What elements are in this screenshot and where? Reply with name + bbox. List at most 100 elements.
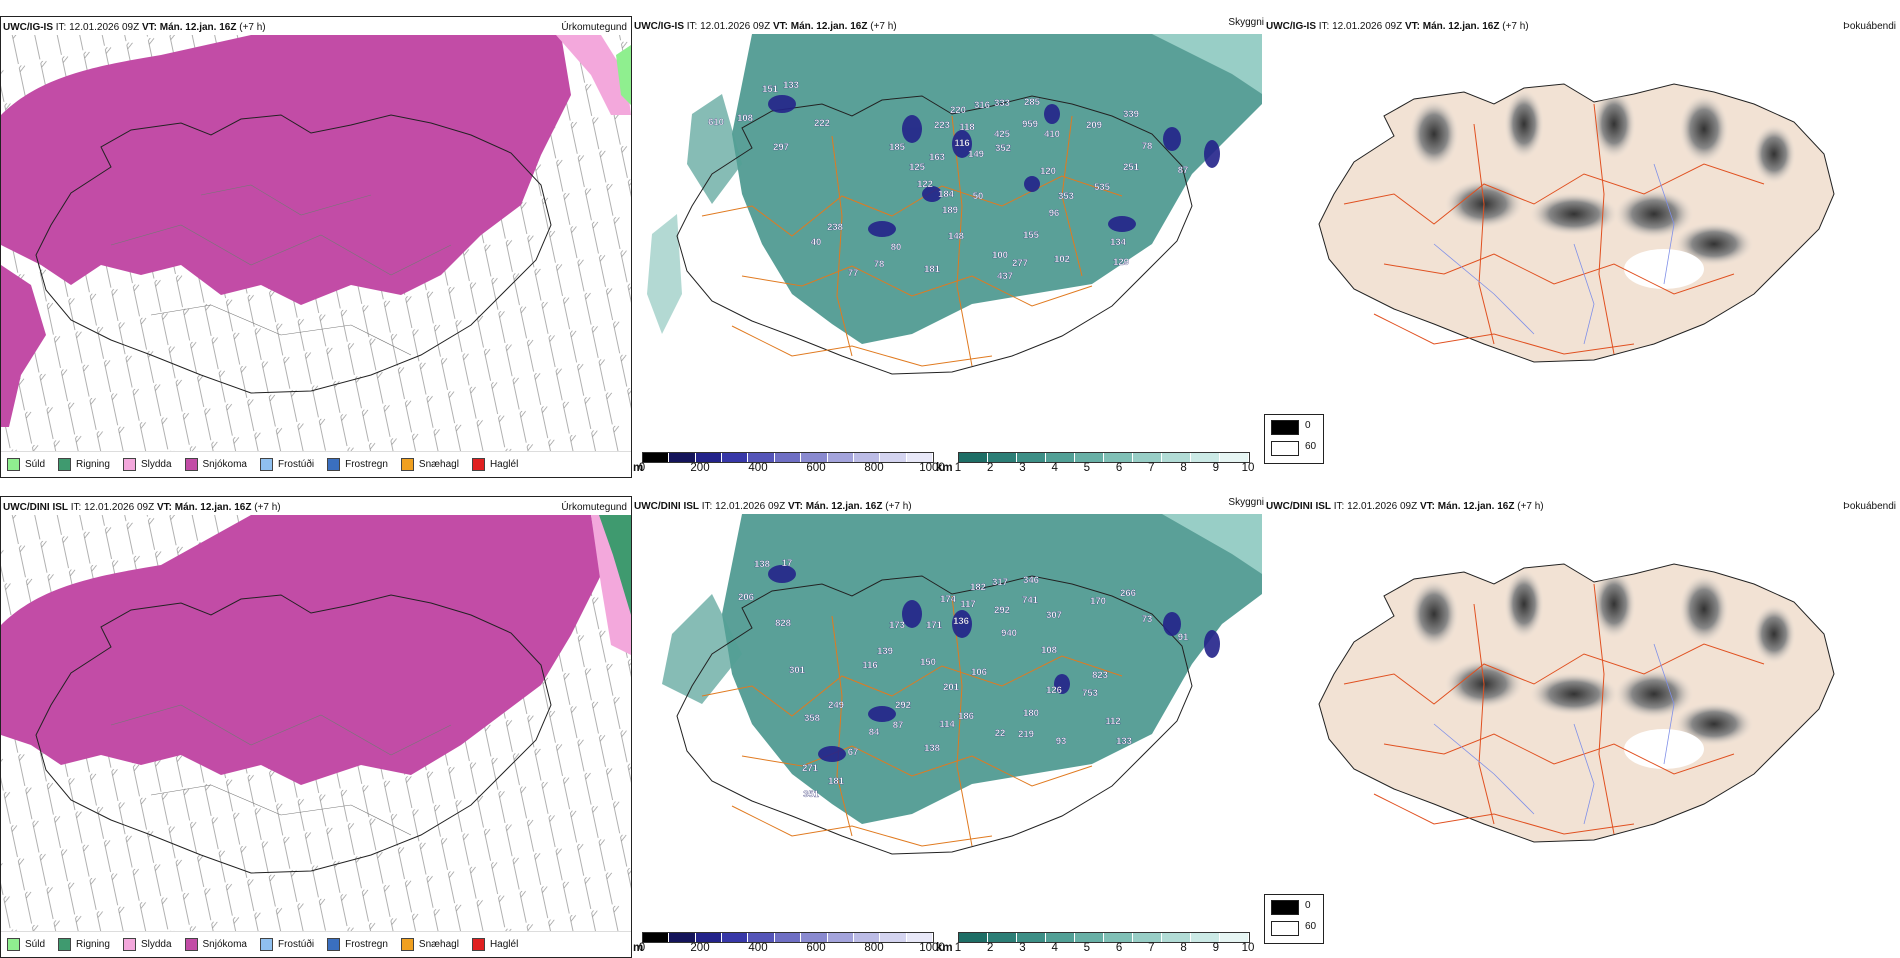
- vt-label: VT:: [1404, 21, 1420, 32]
- colorbar-segment: [1220, 933, 1249, 942]
- legend-label: Súld: [25, 939, 46, 950]
- colorbar-tick: 10: [1241, 942, 1255, 954]
- colorbar-tick: 2: [987, 942, 994, 954]
- init-time: 12.01.2026 09Z: [1332, 21, 1403, 32]
- fog-low-label: 60: [1305, 921, 1317, 932]
- panel-header: UWC/DINI ISL IT: 12.01.2026 09Z VT: Mán.…: [3, 502, 281, 513]
- colorbar-segment: [1191, 933, 1220, 942]
- fog-high-label: 0: [1305, 420, 1311, 431]
- colorbar-segment: [1162, 933, 1191, 942]
- fog-low-swatch: [1271, 441, 1299, 456]
- panel-title: Þokuábendi: [1843, 21, 1896, 32]
- legend-label: Slydda: [140, 939, 172, 950]
- legend-label: Snæhagl: [418, 459, 459, 470]
- colorbar-tick: 800: [864, 462, 884, 474]
- valid-time: Mán. 12.jan. 16Z: [159, 22, 237, 33]
- fog-map: [1318, 563, 1835, 843]
- valid-time: Mán. 12.jan. 16Z: [805, 501, 883, 512]
- visibility-unit: km: [936, 942, 953, 954]
- legend-item: Frostúði: [259, 458, 315, 471]
- legend-item: Frostregn: [327, 938, 388, 951]
- visibility-panel-top: UWC/IG-IS IT: 12.01.2026 09Z VT: Mán. 12…: [632, 16, 1264, 478]
- colorbar-segment: [959, 453, 988, 462]
- panel-header: UWC/IG-IS IT: 12.01.2026 09Z VT: Mán. 12…: [634, 21, 897, 32]
- height-colorbar: [642, 452, 934, 463]
- colorbar-segment: [853, 933, 881, 942]
- fog-low-swatch: [1271, 921, 1299, 936]
- colorbar-tick: 8: [1180, 462, 1187, 474]
- legend-swatch: [259, 458, 273, 471]
- init-time: 12.01.2026 09Z: [700, 21, 771, 32]
- legend-item: Súld: [7, 458, 45, 471]
- legend-swatch: [327, 938, 341, 951]
- it-label: IT:: [1318, 21, 1330, 32]
- colorbar-segment: [827, 453, 854, 462]
- legend-item: Haglél: [471, 458, 519, 471]
- legend-label: Snæhagl: [418, 939, 459, 950]
- lead-time: (+7 h): [254, 502, 281, 513]
- model-name: UWC/IG-IS: [3, 22, 53, 33]
- panel-title: Skyggni: [1228, 17, 1264, 28]
- legend-label: Frostúði: [277, 459, 315, 470]
- vt-label: VT:: [156, 502, 172, 513]
- legend-item: Snjókoma: [184, 938, 247, 951]
- colorbar-tick: 8: [1180, 942, 1187, 954]
- colorbar-tick: 200: [690, 942, 710, 954]
- model-name: UWC/DINI ISL: [634, 501, 699, 512]
- legend-swatch: [58, 938, 72, 951]
- colorbar-segment: [774, 453, 802, 462]
- colorbar-tick: 1: [954, 942, 962, 954]
- precip-map: [1, 515, 631, 933]
- colorbar-segment: [669, 933, 696, 942]
- colorbar-tick: 1000: [919, 462, 945, 474]
- init-time: 12.01.2026 09Z: [84, 502, 155, 513]
- colorbar-segment: [695, 933, 723, 942]
- colorbar-segment: [1017, 453, 1046, 462]
- colorbar-tick: 6: [1115, 462, 1123, 474]
- visibility-map: [662, 514, 1262, 855]
- legend-swatch: [184, 938, 198, 951]
- colorbar-tick: 9: [1212, 462, 1219, 474]
- panel-title: Þokuábendi: [1843, 501, 1896, 512]
- colorbar-tick: 6: [1115, 942, 1123, 954]
- visibility-colorbar: [958, 932, 1250, 943]
- colorbar-segment: [1046, 933, 1075, 942]
- lead-time: (+7 h): [870, 21, 897, 32]
- colorbar-tick: 600: [806, 942, 826, 954]
- colorbar-segment: [801, 453, 828, 462]
- colorbar-tick: 4: [1051, 942, 1058, 954]
- colorbar-tick: 0: [638, 942, 646, 954]
- colorbar-tick: 3: [1019, 462, 1026, 474]
- legend-item: Frostregn: [327, 458, 388, 471]
- model-name: UWC/IG-IS: [634, 21, 684, 32]
- colorbar-tick: 5: [1083, 462, 1091, 474]
- panel-title: Úrkomutegund: [561, 22, 627, 33]
- colorbar-tick: 3: [1019, 942, 1026, 954]
- colorbar-segment: [748, 933, 775, 942]
- colorbar-segment: [880, 933, 907, 942]
- panel-header: UWC/IG-IS IT: 12.01.2026 09Z VT: Mán. 12…: [1266, 21, 1529, 32]
- vt-label: VT:: [1419, 501, 1435, 512]
- colorbar-segment: [1220, 453, 1249, 462]
- fog-legend: 0 60: [1264, 894, 1324, 944]
- legend-swatch: [471, 938, 485, 951]
- colorbar-tick: 9: [1212, 942, 1219, 954]
- legend-item: Haglél: [471, 938, 518, 951]
- fog-panel-top: UWC/IG-IS IT: 12.01.2026 09Z VT: Mán. 12…: [1264, 16, 1900, 478]
- colorbar-segment: [722, 933, 749, 942]
- legend-label: Snjókoma: [202, 939, 247, 950]
- legend-item: Slydda: [122, 938, 172, 951]
- colorbar-tick: 400: [748, 942, 768, 954]
- legend-swatch: [7, 938, 20, 951]
- colorbar-segment: [1133, 453, 1162, 462]
- colorbar-segment: [853, 453, 881, 462]
- model-name: UWC/DINI ISL: [1266, 501, 1331, 512]
- colorbar-segment: [959, 933, 988, 942]
- valid-time: Mán. 12.jan. 16Z: [1422, 21, 1500, 32]
- lead-time: (+7 h): [885, 501, 912, 512]
- precip-type-panel-top: UWC/IG-IS IT: 12.01.2026 09Z VT: Mán. 12…: [0, 16, 632, 478]
- legend-label: Haglél: [489, 459, 519, 470]
- legend-item: Snjókoma: [184, 458, 247, 471]
- colorbar-segment: [695, 453, 723, 462]
- colorbar-segment: [1046, 453, 1075, 462]
